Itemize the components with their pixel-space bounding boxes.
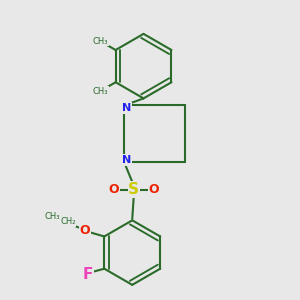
Text: CH₂: CH₂ <box>60 218 76 226</box>
Text: CH₃: CH₃ <box>92 87 108 96</box>
Text: CH₃: CH₃ <box>45 212 60 220</box>
Text: S: S <box>128 182 140 197</box>
Text: O: O <box>109 183 119 196</box>
Text: N: N <box>122 155 131 165</box>
Text: O: O <box>148 183 159 196</box>
Text: N: N <box>122 103 131 113</box>
Text: CH₃: CH₃ <box>92 37 108 46</box>
Text: F: F <box>83 267 93 282</box>
Text: O: O <box>80 224 90 236</box>
